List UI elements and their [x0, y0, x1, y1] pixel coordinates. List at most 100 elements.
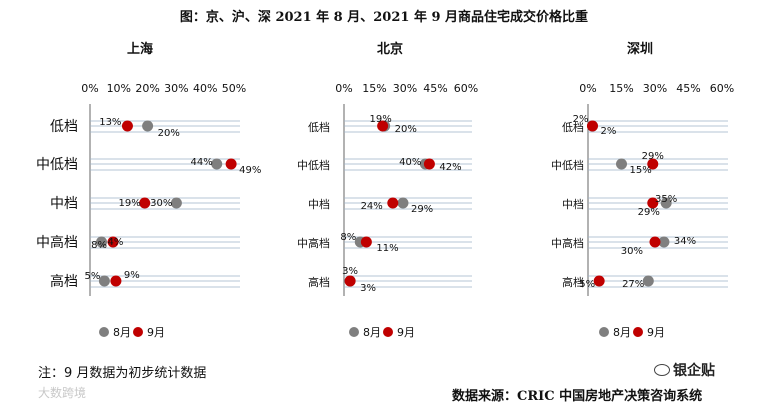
chart-title-2: 深圳	[627, 41, 653, 57]
x-tick-label: 15%	[609, 82, 633, 95]
category-label: 高档	[50, 273, 78, 290]
data-label: 20%	[395, 124, 417, 135]
category-label: 低档	[308, 120, 330, 134]
data-label: 42%	[439, 162, 461, 173]
x-tick-label: 0%	[335, 82, 352, 95]
x-tick-label: 45%	[676, 82, 700, 95]
data-label: 40%	[399, 157, 421, 168]
point-aug	[170, 197, 182, 209]
category-label: 中低档	[36, 157, 78, 173]
x-tick-label: 45%	[423, 82, 447, 95]
point-sep	[139, 197, 151, 209]
figure-title: 图：京、沪、深 2021 年 8 月、2021 年 9 月商品住宅成交价格比重	[179, 10, 589, 25]
point-sep	[586, 120, 598, 132]
point-sep	[593, 275, 605, 287]
point-aug	[96, 236, 108, 248]
point-aug	[660, 197, 672, 209]
watermark-right: 银企贴	[654, 360, 715, 380]
x-tick-label: 30%	[164, 82, 188, 95]
category-label: 中高档	[36, 234, 78, 251]
data-label: 3%	[342, 266, 358, 277]
point-sep	[647, 197, 659, 209]
data-label: 19%	[118, 198, 140, 209]
x-tick-label: 0%	[579, 82, 596, 95]
x-tick-label: 20%	[135, 82, 159, 95]
category-label: 低档	[562, 120, 584, 134]
category-label: 中低档	[551, 158, 584, 172]
x-tick-label: 60%	[710, 82, 734, 95]
data-label: 4%	[108, 237, 124, 248]
point-sep	[344, 275, 356, 287]
legend-label: 8月	[113, 326, 131, 339]
x-tick-label: 15%	[362, 82, 386, 95]
data-label: 49%	[239, 165, 261, 176]
category-label: 高档	[308, 275, 330, 289]
legend-marker-sep	[633, 327, 643, 337]
data-label: 8%	[91, 240, 107, 251]
data-label: 35%	[655, 194, 677, 205]
point-sep	[647, 158, 659, 170]
data-label: 13%	[99, 117, 121, 128]
point-aug	[616, 158, 627, 170]
point-aug	[658, 236, 670, 248]
x-tick-label: 30%	[393, 82, 417, 95]
data-label: 24%	[361, 201, 383, 212]
data-label: 5%	[579, 279, 595, 290]
data-label: 9%	[124, 270, 140, 281]
wechat-icon	[654, 364, 670, 376]
legend-label: 9月	[647, 326, 665, 339]
category-label: 中高档	[551, 236, 584, 250]
data-source: 数据来源：CRIC 中国房地产决策咨询系统	[452, 389, 703, 404]
data-label: 29%	[642, 151, 664, 162]
category-label: 中档	[308, 197, 330, 211]
point-sep	[121, 120, 133, 132]
watermark-left: 大数跨境	[38, 386, 87, 400]
data-label: 30%	[621, 246, 643, 257]
x-tick-label: 60%	[454, 82, 478, 95]
legend-label: 8月	[363, 326, 381, 339]
x-tick-label: 10%	[107, 82, 131, 95]
legend-marker-aug	[99, 327, 109, 337]
data-label: 19%	[370, 114, 392, 125]
data-label: 2%	[573, 114, 589, 125]
legend-label: 8月	[613, 326, 631, 339]
x-tick-label: 0%	[81, 82, 98, 95]
legend-marker-aug	[599, 327, 609, 337]
watermark-right-text: 银企贴	[673, 363, 715, 379]
legend-label: 9月	[147, 326, 165, 339]
legend-label: 9月	[397, 326, 415, 339]
data-label: 27%	[622, 279, 644, 290]
x-tick-label: 40%	[193, 82, 217, 95]
point-sep	[110, 275, 122, 287]
category-label: 低档	[50, 119, 78, 135]
point-sep	[377, 120, 389, 132]
data-label: 3%	[360, 283, 376, 294]
point-sep	[649, 236, 661, 248]
data-label: 11%	[376, 243, 398, 254]
category-label: 中档	[50, 196, 78, 212]
footnote: 注：9 月数据为初步统计数据	[38, 366, 207, 381]
point-sep	[225, 158, 237, 170]
data-label: 44%	[190, 157, 212, 168]
category-label: 中低档	[297, 158, 330, 172]
point-aug	[98, 275, 110, 287]
data-label: 30%	[150, 198, 172, 209]
data-label: 29%	[411, 204, 433, 215]
data-label: 2%	[600, 126, 616, 137]
data-label: 20%	[158, 128, 180, 139]
legend-marker-sep	[133, 327, 143, 337]
point-aug	[642, 275, 654, 287]
data-label: 8%	[340, 232, 356, 243]
chart-title-1: 北京	[377, 41, 403, 57]
data-label: 29%	[638, 207, 660, 218]
legend-marker-sep	[383, 327, 393, 337]
point-aug	[397, 197, 409, 209]
point-sep	[423, 158, 435, 170]
data-label: 5%	[85, 271, 101, 282]
data-label: 34%	[674, 236, 696, 247]
category-label: 中档	[562, 197, 584, 211]
chart-title-0: 上海	[127, 41, 153, 57]
x-tick-label: 30%	[643, 82, 667, 95]
category-label: 高档	[562, 275, 584, 289]
